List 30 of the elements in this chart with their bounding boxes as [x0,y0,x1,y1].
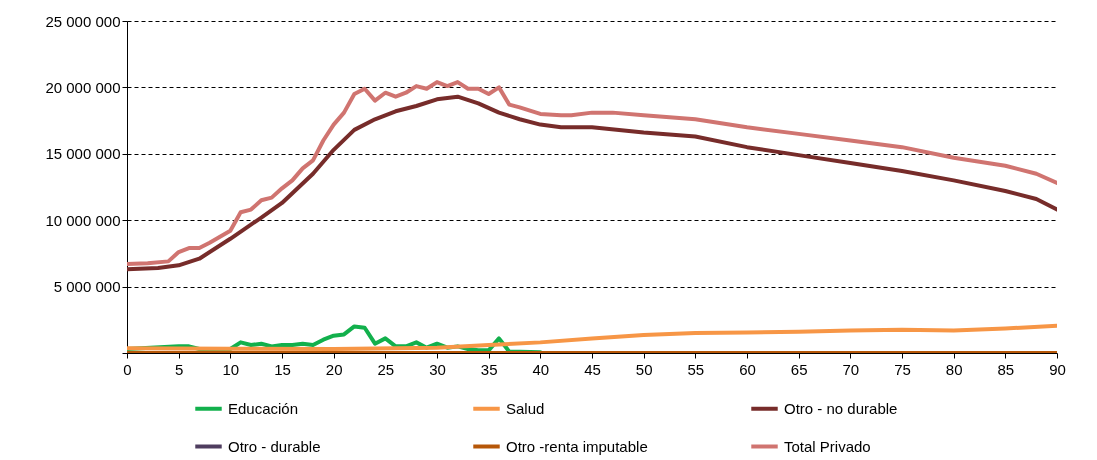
x-tick-label: 85 [997,360,1015,378]
x-tick-label: 20 [325,360,343,378]
legend-label: Otro - durable [228,437,321,455]
x-tick-label: 15 [274,360,291,378]
x-tick-label: 45 [584,360,601,378]
legend-label: Salud [506,399,545,417]
legend-label: Total Privado [784,437,871,455]
x-tick-label: 90 [1049,360,1066,378]
legend-label: Otro - no durable [784,399,898,417]
y-tick-label: 15 000 000 [45,145,121,163]
x-tick-label: 50 [635,360,653,378]
x-tick-label: 30 [429,360,446,378]
x-tick-label: 75 [894,360,911,378]
y-tick-label: 10 000 000 [45,211,121,229]
x-tick-label: 70 [842,360,860,378]
x-tick-label: 10 [222,360,240,378]
x-tick-label: 80 [945,360,963,378]
y-tick-label: 25 000 000 [45,12,121,30]
y-tick-label: 20 000 000 [45,78,121,96]
x-tick-label: 40 [532,360,550,378]
x-tick-label: 35 [480,360,498,378]
x-tick-label: 5 [174,360,184,378]
x-tick-label: 55 [687,360,705,378]
x-tick-label: 0 [123,360,132,378]
x-tick-label: 65 [790,360,808,378]
legend-label: Otro -renta imputable [506,437,648,455]
x-tick-label: 25 [377,360,395,378]
y-tick-label: 5 000 000 [53,278,121,296]
x-tick-label: 60 [739,360,756,378]
legend-label: Educación [228,399,299,417]
